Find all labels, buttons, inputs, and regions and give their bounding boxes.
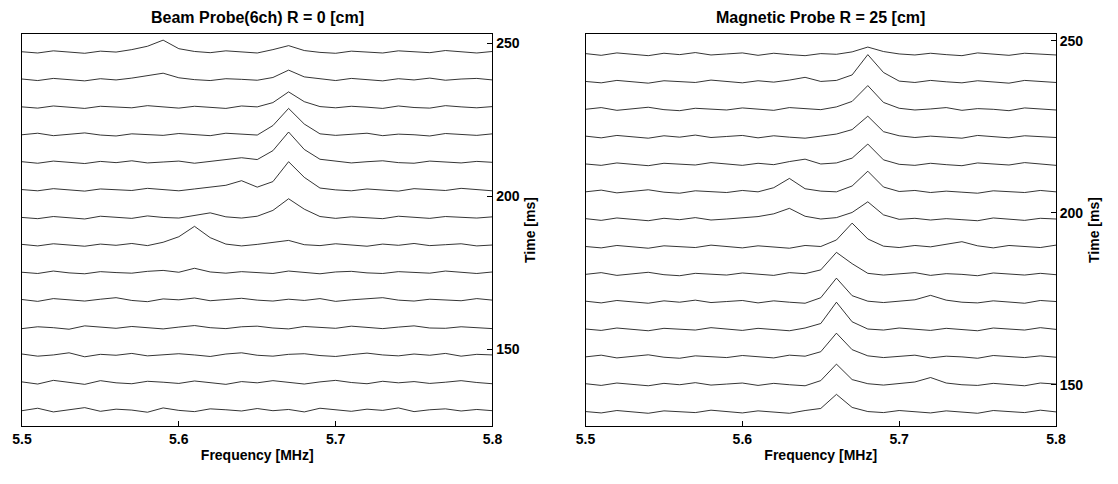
- svg-text:5.7: 5.7: [889, 431, 909, 447]
- svg-text:5.5: 5.5: [576, 431, 596, 447]
- svg-text:Magnetic Probe R = 25 [cm]: Magnetic Probe R = 25 [cm]: [716, 9, 925, 26]
- svg-text:Frequency [MHz]: Frequency [MHz]: [201, 447, 314, 463]
- svg-text:150: 150: [1060, 377, 1084, 393]
- svg-text:250: 250: [496, 35, 520, 51]
- svg-text:Frequency [MHz]: Frequency [MHz]: [764, 447, 877, 463]
- svg-text:Time [ms]: Time [ms]: [1086, 197, 1102, 263]
- svg-text:Beam Probe(6ch) R = 0 [cm]: Beam Probe(6ch) R = 0 [cm]: [151, 9, 364, 26]
- svg-text:5.8: 5.8: [483, 431, 503, 447]
- svg-text:200: 200: [496, 188, 520, 204]
- svg-text:5.6: 5.6: [169, 431, 189, 447]
- svg-text:5.8: 5.8: [1046, 431, 1066, 447]
- svg-text:5.7: 5.7: [326, 431, 346, 447]
- svg-text:5.6: 5.6: [733, 431, 753, 447]
- svg-text:250: 250: [1060, 33, 1084, 49]
- svg-text:5.5: 5.5: [12, 431, 32, 447]
- svg-text:150: 150: [496, 341, 520, 357]
- svg-text:Time [ms]: Time [ms]: [522, 197, 538, 263]
- svg-text:200: 200: [1060, 205, 1084, 221]
